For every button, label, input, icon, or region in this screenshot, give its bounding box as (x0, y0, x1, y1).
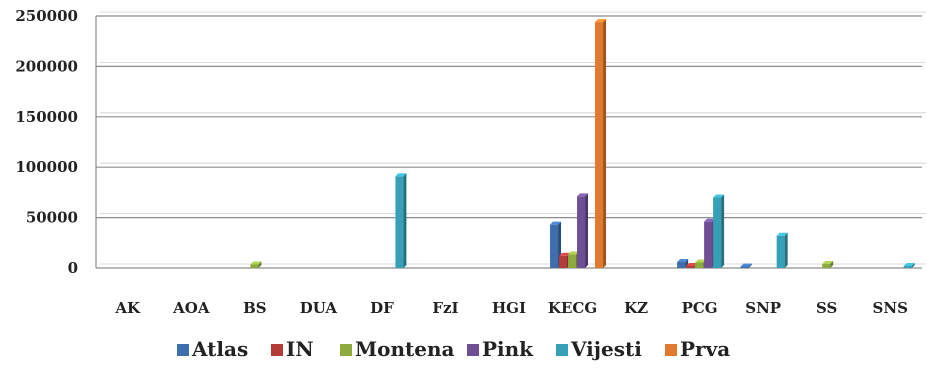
bar-in-pcg (686, 265, 695, 268)
y-tick-label: 250000 (15, 7, 78, 25)
bar-top (577, 193, 589, 197)
gridlines (95, 11, 926, 269)
bar-side (258, 261, 262, 268)
bar-top (713, 194, 725, 198)
legend-label-in: IN (286, 337, 314, 361)
legend-swatch-vijesti (556, 344, 568, 356)
legend-swatch-montena (340, 344, 352, 356)
bar-pink-pcg (704, 221, 713, 268)
legend: Atlas IN Montena Pink Vijesti Prva (177, 337, 730, 361)
bar-montena-ss (822, 263, 831, 268)
legend-label-vijesti: Vijesti (570, 337, 642, 361)
y-tick-label: 50000 (26, 209, 78, 227)
bar-montena-pcg (695, 262, 704, 268)
bar-top (395, 173, 407, 177)
bar-top (550, 221, 562, 225)
bars (250, 19, 915, 268)
bar-top (568, 251, 580, 255)
y-tick-label: 150000 (15, 108, 78, 126)
bar-top (776, 232, 788, 236)
y-tick-label: 100000 (15, 158, 78, 176)
y-axis-ticks: 0 50000 100000 150000 200000 250000 (15, 7, 78, 277)
bar-side (748, 263, 752, 268)
bar-montena-kecg (568, 254, 577, 268)
x-category-label: KZ (624, 299, 648, 317)
bar-top (559, 252, 571, 256)
bar-side (830, 260, 834, 268)
bar-atlas-kecg (550, 224, 559, 268)
legend-label-prva: Prva (680, 337, 730, 361)
legend-label-pink: Pink (482, 337, 534, 361)
bar-top (822, 260, 834, 264)
bar-montena-bs (250, 264, 259, 268)
x-category-label: BS (243, 299, 267, 317)
bar-top (595, 19, 607, 23)
bar-top (695, 259, 707, 263)
bar-pink-kecg (577, 196, 586, 268)
bar-top (686, 262, 698, 266)
legend-swatch-in (271, 344, 283, 356)
bar-prva-kecg (595, 22, 604, 268)
bar-side (784, 232, 788, 268)
bar-vijesti-pcg (713, 197, 722, 268)
x-category-label: KECG (548, 299, 597, 317)
bar-side (403, 173, 407, 268)
x-axis-labels: AK AOA BS DUA DF FzI HGI KECG KZ PCG SNP SS SNS (114, 299, 908, 317)
legend-label-montena: Montena (355, 337, 455, 361)
bar-vijesti-df (395, 176, 404, 268)
bar-vijesti-snp (776, 235, 785, 268)
bar-atlas-snp (740, 266, 749, 268)
bar-top (740, 263, 752, 267)
legend-label-atlas: Atlas (191, 337, 248, 361)
x-category-label: SS (816, 299, 837, 317)
x-category-label: SNP (745, 299, 781, 317)
x-category-label: DUA (300, 299, 338, 317)
y-tick-label: 200000 (15, 57, 78, 75)
bar-side (603, 19, 607, 268)
bar-top (250, 261, 262, 265)
y-tick-label: 0 (68, 259, 78, 277)
bar-in-kecg (559, 255, 568, 268)
bar-side (911, 262, 915, 268)
x-category-label: AOA (172, 299, 210, 317)
x-category-label: HGI (492, 299, 526, 317)
legend-swatch-pink (467, 344, 479, 356)
legend-swatch-atlas (177, 344, 189, 356)
bar-side (721, 194, 725, 268)
x-category-label: AK (114, 299, 141, 317)
bar-top (677, 258, 689, 262)
legend-swatch-prva (665, 344, 677, 356)
x-category-label: PCG (682, 299, 718, 317)
x-category-label: FzI (432, 299, 458, 317)
x-category-label: SNS (873, 299, 908, 317)
x-category-label: DF (370, 299, 394, 317)
bar-side (585, 193, 589, 268)
bar-atlas-pcg (677, 261, 686, 268)
bar-top (704, 218, 716, 222)
bar-vijesti-sns (903, 265, 912, 268)
bar-top (903, 262, 915, 266)
